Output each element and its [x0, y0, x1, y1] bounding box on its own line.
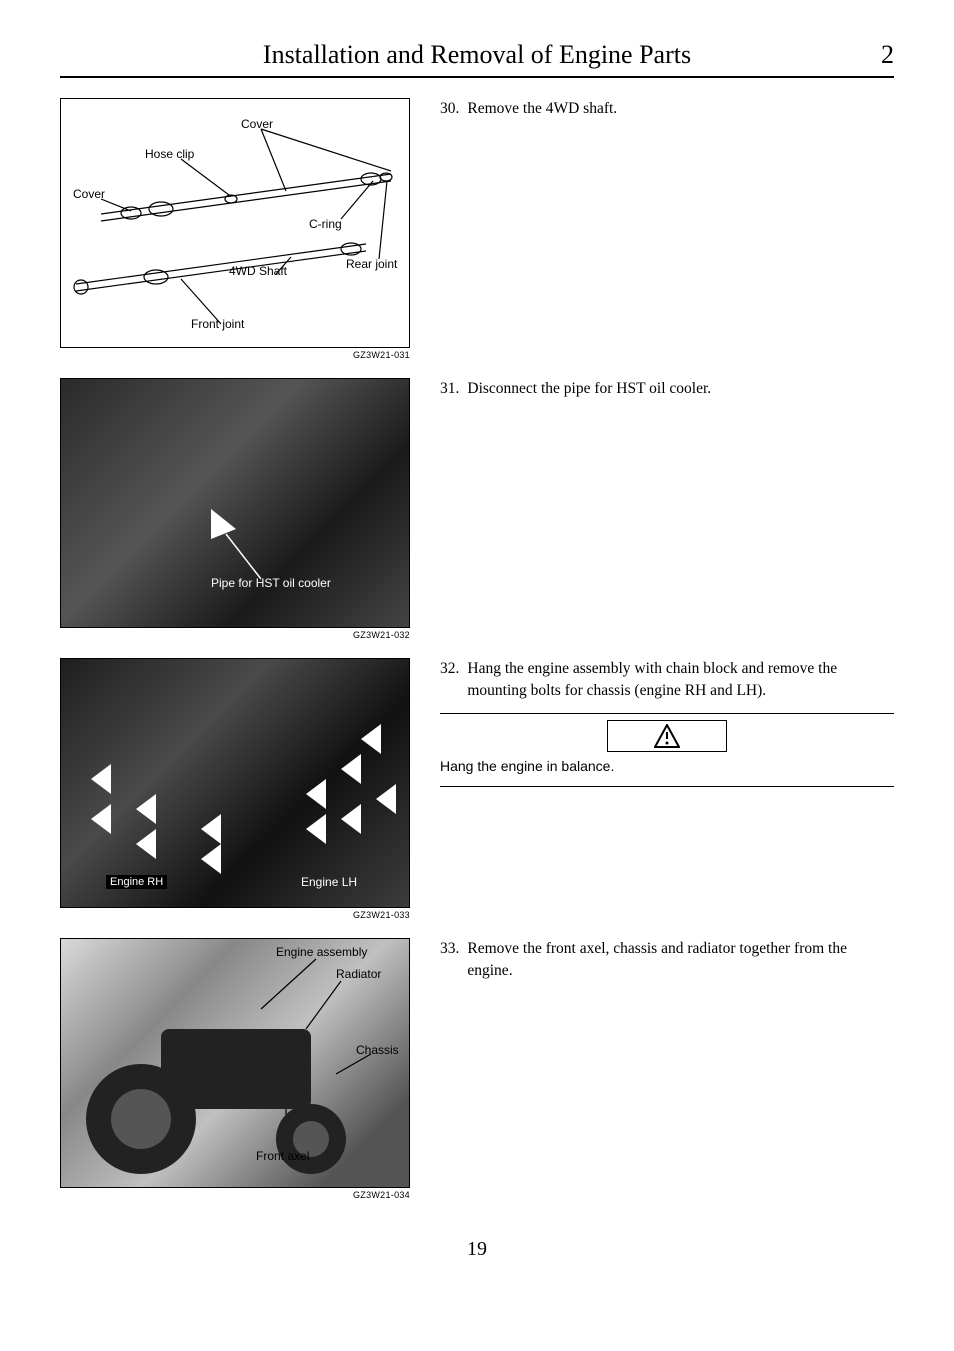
page-content: Cover Hose clip Cover C-ring Rear joint …	[60, 98, 894, 1208]
page-number: 19	[60, 1238, 894, 1261]
label-front-joint: Front joint	[191, 317, 244, 331]
warning-icon	[607, 720, 727, 752]
label-engine-assembly: Engine assembly	[276, 945, 367, 959]
step-30-text: Remove the 4WD shaft.	[467, 98, 617, 120]
row-step-30: Cover Hose clip Cover C-ring Rear joint …	[60, 98, 894, 360]
header-title: Installation and Removal of Engine Parts	[60, 40, 834, 70]
row-step-31: Pipe for HST oil cooler GZ3W21-032 31. D…	[60, 378, 894, 640]
label-hose-clip: Hose clip	[145, 147, 194, 161]
step-33-text: Remove the front axel, chassis and radia…	[467, 938, 894, 981]
label-engine-rh: Engine RH	[106, 875, 167, 889]
figure-4-id: GZ3W21-034	[60, 1190, 410, 1200]
step-31-number: 31.	[440, 378, 459, 400]
step-30: 30. Remove the 4WD shaft.	[440, 98, 894, 120]
figure-hst-oil-cooler-photo: Pipe for HST oil cooler	[60, 378, 410, 628]
label-radiator: Radiator	[336, 967, 381, 981]
step-31: 31. Disconnect the pipe for HST oil cool…	[440, 378, 894, 400]
step-31-text: Disconnect the pipe for HST oil cooler.	[467, 378, 711, 400]
label-pipe-hst: Pipe for HST oil cooler	[211, 577, 331, 591]
label-cover-top: Cover	[241, 117, 273, 131]
row-step-33: Engine assembly Radiator Chassis Front a…	[60, 938, 894, 1200]
warning-callout: Hang the engine in balance.	[440, 713, 894, 787]
step-32-text: Hang the engine assembly with chain bloc…	[467, 658, 894, 701]
figure-3-id: GZ3W21-033	[60, 910, 410, 920]
step-32: 32. Hang the engine assembly with chain …	[440, 658, 894, 701]
label-cover-left: Cover	[73, 187, 105, 201]
step-33: 33. Remove the front axel, chassis and r…	[440, 938, 894, 981]
row-step-32: Engine RH Engine LH GZ3W21-033 32. Hang …	[60, 658, 894, 920]
figure-1-id: GZ3W21-031	[60, 350, 410, 360]
figure-2-id: GZ3W21-032	[60, 630, 410, 640]
label-chassis: Chassis	[356, 1043, 399, 1057]
label-rear-joint: Rear joint	[346, 257, 397, 271]
step-32-number: 32.	[440, 658, 459, 701]
label-c-ring: C-ring	[309, 217, 342, 231]
figure-engine-mounting-bolts-photo: Engine RH Engine LH	[60, 658, 410, 908]
figure-4wd-shaft-diagram: Cover Hose clip Cover C-ring Rear joint …	[60, 98, 410, 348]
step-33-number: 33.	[440, 938, 459, 981]
label-4wd-shaft: 4WD Shaft	[229, 264, 287, 278]
figure-tractor-assembly-photo: Engine assembly Radiator Chassis Front a…	[60, 938, 410, 1188]
label-front-axel: Front axel	[256, 1149, 309, 1163]
label-engine-lh: Engine LH	[301, 875, 357, 889]
page-header: Installation and Removal of Engine Parts…	[60, 40, 894, 78]
step-30-number: 30.	[440, 98, 459, 120]
header-chapter-number: 2	[834, 40, 894, 70]
warning-text: Hang the engine in balance.	[440, 758, 894, 774]
